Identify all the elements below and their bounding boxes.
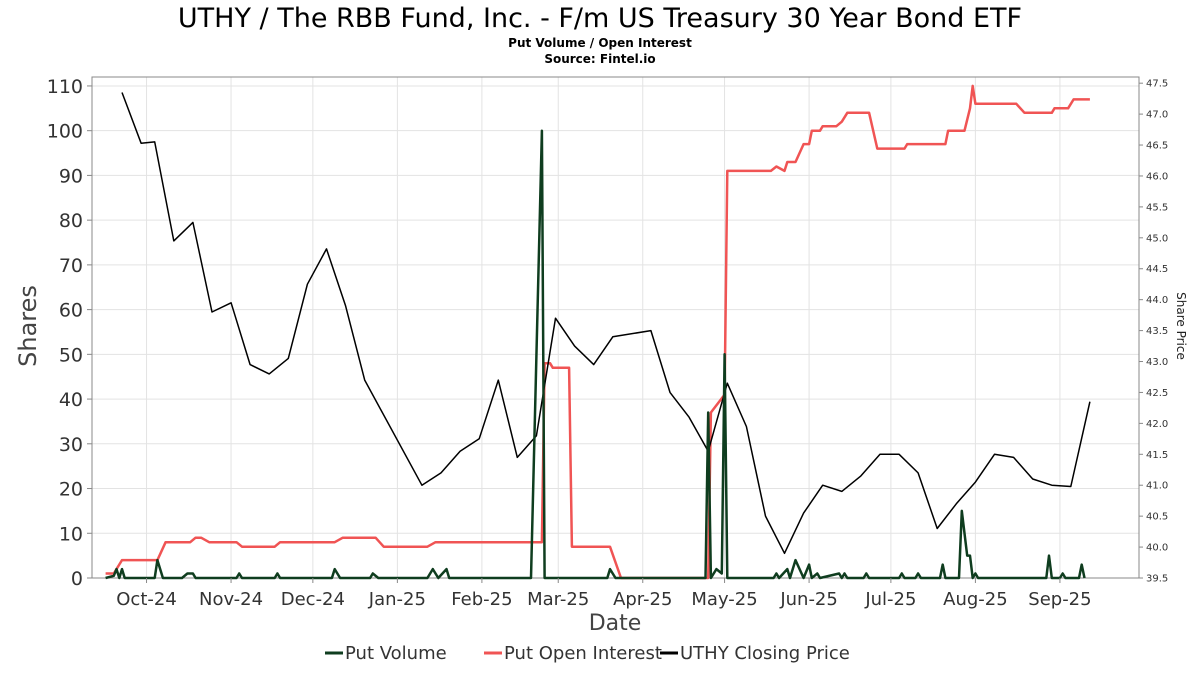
chart-source: Source: Fintel.io bbox=[544, 52, 655, 66]
legend-label-put-open-interest: Put Open Interest bbox=[504, 643, 662, 664]
axis-layer: 0 10 20 30 40 50 60 70 80 90 100 110 39.5 40.0 40.5 41.… bbox=[47, 76, 1169, 610]
y-tick-label: 60 bbox=[59, 300, 83, 322]
legend: Put Volume Put Open Interest UTHY Closing … bbox=[325, 643, 850, 664]
chart-title: UTHY / The RBB Fund, Inc. - F/m US Treas… bbox=[178, 3, 1022, 34]
series-line-put-volume bbox=[105, 129, 1086, 580]
y2-tick-label: 47.0 bbox=[1146, 110, 1168, 121]
y-tick-label: 0 bbox=[71, 568, 83, 590]
y2-tick-label: 41.0 bbox=[1146, 481, 1168, 492]
grid-layer bbox=[92, 77, 1139, 579]
x-tick-label: Feb-25 bbox=[451, 589, 512, 610]
x-tick-label: Sep-25 bbox=[1028, 589, 1091, 610]
y2-axis-label: Share Price bbox=[1174, 292, 1188, 360]
y-axis-label: Shares bbox=[14, 285, 42, 367]
y-tick-label: 110 bbox=[47, 76, 83, 98]
y2-tick-label: 45.0 bbox=[1146, 233, 1168, 244]
x-tick-label: Aug-25 bbox=[943, 589, 1008, 610]
x-tick-label: May-25 bbox=[691, 589, 757, 610]
y-tick-label: 70 bbox=[59, 255, 83, 277]
y2-tick-label: 42.0 bbox=[1146, 419, 1168, 430]
x-tick-label: Jan-25 bbox=[368, 589, 426, 610]
y-tick-label: 30 bbox=[59, 434, 83, 456]
plot-frame bbox=[91, 76, 1140, 579]
x-tick-label: Oct-24 bbox=[116, 589, 177, 610]
x-tick-label: Apr-25 bbox=[613, 589, 672, 610]
y2-tick-label: 46.5 bbox=[1146, 141, 1168, 152]
series-layer bbox=[105, 84, 1091, 580]
y2-tick-label: 43.5 bbox=[1146, 326, 1168, 337]
y-tick-label: 50 bbox=[59, 344, 83, 366]
y2-tick-label: 47.5 bbox=[1146, 79, 1168, 90]
y2-tick-label: 39.5 bbox=[1146, 574, 1168, 585]
chart-subtitle: Put Volume / Open Interest bbox=[508, 36, 692, 50]
y2-tick-label: 40.0 bbox=[1146, 543, 1168, 554]
y-tick-label: 20 bbox=[59, 479, 83, 501]
y2-tick-label: 43.0 bbox=[1146, 357, 1168, 368]
y-tick-label: 10 bbox=[59, 523, 83, 545]
y-tick-label: 40 bbox=[59, 389, 83, 411]
series-line-uthy-closing-price bbox=[121, 92, 1091, 555]
x-tick-label: Jun-25 bbox=[779, 589, 838, 610]
y2-tick-label: 42.5 bbox=[1146, 388, 1168, 399]
y2-tick-label: 46.0 bbox=[1146, 171, 1168, 182]
y2-tick-label: 44.0 bbox=[1146, 295, 1168, 306]
y2-tick-label: 45.5 bbox=[1146, 202, 1168, 213]
x-tick-label: Mar-25 bbox=[527, 589, 589, 610]
y-tick-label: 90 bbox=[59, 165, 83, 187]
y-tick-label: 100 bbox=[47, 121, 83, 143]
series-line-put-open-interest bbox=[105, 84, 1090, 580]
x-tick-label: Nov-24 bbox=[199, 589, 263, 610]
y2-tick-label: 40.5 bbox=[1146, 512, 1168, 523]
y-tick-label: 80 bbox=[59, 210, 83, 232]
legend-label-uthy-closing-price: UTHY Closing Price bbox=[680, 643, 850, 664]
x-tick-label: Dec-24 bbox=[281, 589, 345, 610]
x-axis-label: Date bbox=[589, 611, 642, 636]
y2-tick-label: 41.5 bbox=[1146, 450, 1168, 461]
x-tick-label: Jul-25 bbox=[864, 589, 916, 610]
legend-label-put-volume: Put Volume bbox=[345, 643, 447, 664]
y2-tick-label: 44.5 bbox=[1146, 264, 1168, 275]
